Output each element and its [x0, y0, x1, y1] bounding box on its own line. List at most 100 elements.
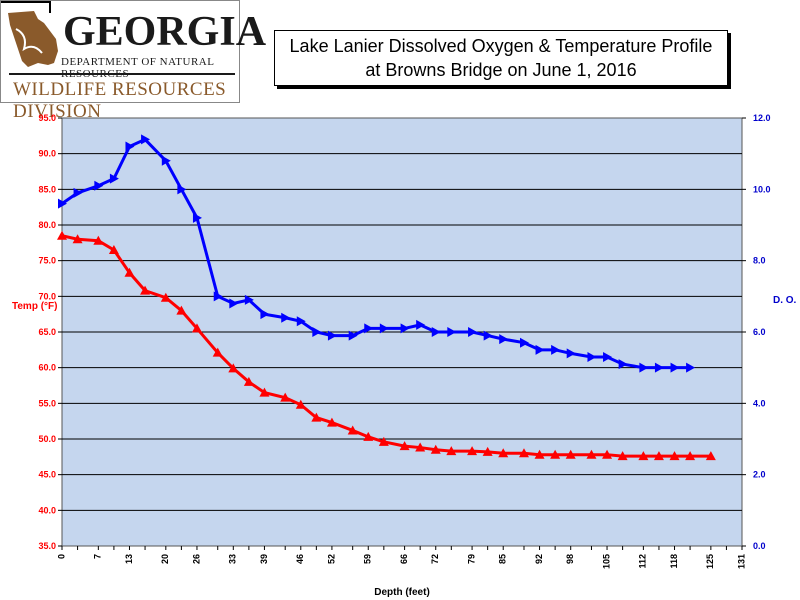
x-tick-label: 98	[565, 554, 575, 564]
temp-point	[160, 292, 171, 302]
y-right-tick-label: 2.0	[753, 470, 766, 480]
y-right-tick-label: 8.0	[753, 256, 766, 266]
temp-point	[705, 451, 716, 461]
do-point	[431, 327, 441, 337]
temp-point	[685, 451, 696, 461]
y-left-tick-label: 95.0	[38, 113, 56, 123]
do-point	[670, 362, 680, 373]
y-left-tick-label: 50.0	[38, 434, 56, 444]
temp-point	[57, 230, 67, 240]
do-point	[312, 327, 322, 337]
x-tick-label: 52	[326, 554, 336, 564]
y-left-tick-label: 70.0	[38, 291, 56, 301]
temp-point	[212, 347, 223, 357]
x-tick-label: 13	[124, 554, 134, 564]
temp-point	[482, 446, 493, 456]
do-point	[73, 187, 83, 198]
do-point	[161, 155, 171, 166]
do-point	[192, 212, 202, 223]
temp-point	[518, 448, 529, 458]
temp-point	[378, 436, 389, 446]
x-tick-label: 20	[160, 554, 170, 564]
do-point	[379, 323, 389, 334]
y-left-tick-label: 90.0	[38, 149, 56, 159]
do-point	[416, 319, 426, 330]
do-point	[686, 362, 696, 373]
do-point	[587, 351, 597, 362]
logo-divider	[9, 73, 235, 75]
do-point	[447, 327, 457, 337]
do-point	[639, 362, 649, 373]
do-point	[296, 316, 306, 327]
temp-point	[586, 449, 597, 459]
chart-title-line-1: Lake Lanier Dissolved Oxygen & Temperatu…	[289, 36, 713, 56]
temp-point	[108, 244, 119, 254]
do-point	[109, 173, 119, 184]
temp-point	[259, 387, 270, 397]
y-right-tick-label: 10.0	[753, 184, 771, 194]
temp-point	[124, 267, 135, 277]
do-point	[535, 344, 545, 355]
do-point	[364, 323, 374, 334]
temp-point	[363, 431, 374, 441]
do-point	[58, 198, 67, 209]
temp-point	[243, 376, 254, 386]
y-axis-right-label: D. O.	[773, 295, 797, 306]
y-left-tick-label: 75.0	[38, 256, 56, 266]
temp-point	[617, 451, 628, 461]
temp-point	[191, 323, 202, 333]
x-tick-label: 59	[363, 554, 373, 564]
wrd-logo: GEORGIA DEPARTMENT OF NATURAL RESOURCES …	[0, 0, 266, 122]
logo-division-name: WILDLIFE RESOURCES DIVISION	[13, 79, 227, 122]
chart-title-line-2: at Browns Bridge on June 1, 2016	[365, 60, 637, 80]
x-tick-label: 92	[534, 554, 544, 564]
do-point	[244, 294, 254, 305]
x-tick-label: 7	[93, 554, 103, 559]
temp-point	[347, 425, 358, 435]
temp-point	[176, 305, 187, 315]
temp-point	[565, 449, 576, 459]
x-tick-label: 39	[259, 554, 269, 564]
temp-point	[228, 363, 239, 373]
x-tick-label: 66	[399, 554, 409, 564]
georgia-state-icon	[8, 11, 58, 67]
temp-point	[399, 441, 410, 451]
do-point	[125, 141, 135, 152]
x-tick-label: 131	[736, 554, 746, 569]
temp-point	[550, 449, 561, 459]
temp-point	[93, 235, 104, 245]
logo-org-name: GEORGIA	[63, 9, 267, 55]
temp-point	[534, 449, 545, 459]
do-point	[551, 344, 561, 355]
temp-point	[295, 399, 306, 409]
temp-point	[430, 444, 441, 454]
x-axis-label: Depth (feet)	[374, 587, 430, 598]
y-left-tick-label: 65.0	[38, 327, 56, 337]
do-point	[483, 330, 493, 341]
do-point	[94, 180, 104, 191]
x-tick-label: 112	[638, 554, 648, 569]
do-point	[177, 184, 187, 195]
x-tick-label: 125	[705, 554, 715, 569]
chart-title-box: Lake Lanier Dissolved Oxygen & Temperatu…	[274, 30, 728, 86]
do-point	[229, 298, 239, 309]
temp-point	[140, 285, 151, 295]
x-tick-label: 46	[295, 554, 305, 564]
y-left-tick-label: 55.0	[38, 398, 56, 408]
y-right-tick-label: 0.0	[753, 541, 766, 551]
do-point	[566, 348, 576, 359]
x-tick-label: 118	[669, 554, 679, 569]
temp-point	[326, 417, 337, 427]
y-left-tick-label: 45.0	[38, 470, 56, 480]
temp-point	[311, 412, 322, 422]
x-tick-label: 72	[430, 554, 440, 564]
temp-point	[72, 234, 83, 244]
x-tick-label: 105	[601, 554, 611, 569]
x-tick-label: 79	[466, 554, 476, 564]
x-tick-label: 85	[498, 554, 508, 564]
do-point	[468, 327, 478, 337]
temp-point	[669, 451, 680, 461]
temp-point	[653, 451, 664, 461]
temp-point	[446, 446, 457, 456]
